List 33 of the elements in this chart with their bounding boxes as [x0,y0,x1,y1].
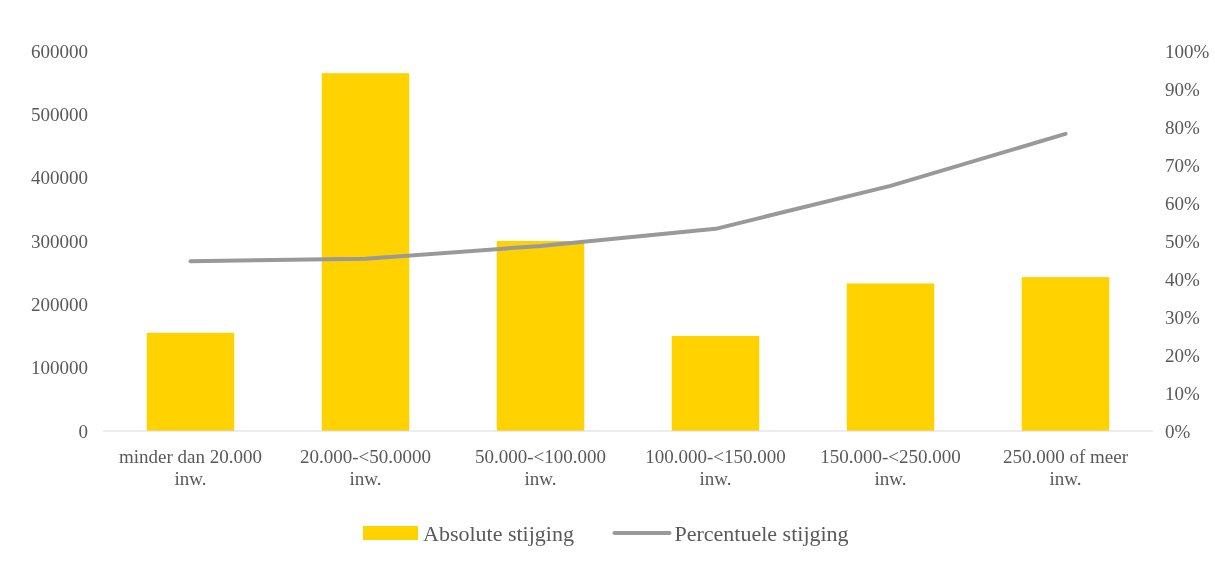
y2-tick-label: 0% [1165,420,1191,442]
bar [321,73,410,431]
bar [496,241,585,431]
x-tick-label: 150.000-<250.000 inw. [820,446,961,489]
legend-label: Percentuele stijging [674,520,849,546]
y2-tick-label: 90% [1165,78,1200,100]
y-tick-label: 400000 [31,167,88,189]
y2-tick-label: 70% [1165,154,1200,176]
y2-tick-label: 60% [1165,192,1200,214]
bar [146,332,235,431]
line-series [188,131,1068,264]
y-tick-label: 600000 [31,40,88,62]
x-tick-label: 250.000 of meer inw. [1002,446,1129,489]
x-tick-label: minder dan 20.000 inw. [118,446,263,489]
y2-tick-label: 40% [1165,268,1200,290]
y2-tick-label: 30% [1165,306,1200,328]
y-tick-label: 500000 [31,103,88,125]
bar [671,336,760,431]
y2-tick-label: 100% [1165,40,1210,62]
x-tick-label: 20.000-<50.0000 inw. [299,446,432,489]
y2-tick-label: 10% [1165,382,1200,404]
y-tick-label: 100000 [31,357,88,379]
x-tick-label: 50.000-<100.000 inw. [474,446,607,489]
legend-label: Absolute stijging [423,520,574,546]
x-tick-label: 100.000-<150.000 inw. [645,446,786,489]
y2-tick-label: 50% [1165,230,1200,252]
y-tick-label: 300000 [31,230,88,252]
y-tick-label: 0 [78,420,88,442]
y-tick-label: 200000 [31,293,88,315]
bar [1021,277,1110,431]
y2-tick-label: 20% [1165,344,1200,366]
bar [846,283,935,431]
y2-tick-label: 80% [1165,116,1200,138]
